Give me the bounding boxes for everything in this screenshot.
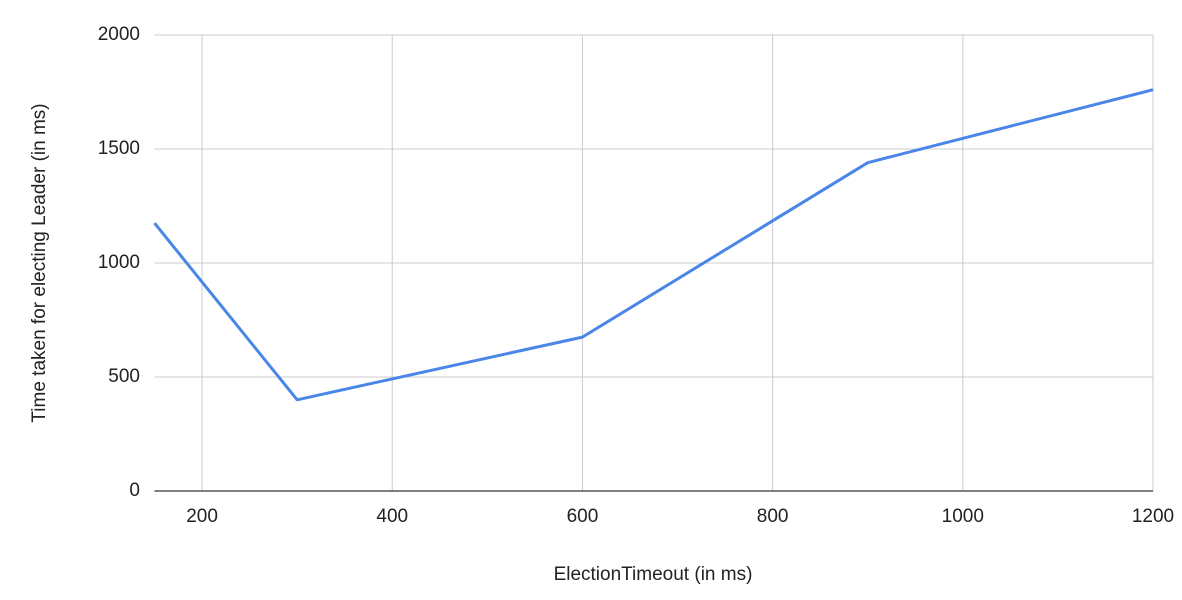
y-tick-label: 1500 — [98, 138, 140, 159]
x-tick-label: 200 — [186, 506, 218, 527]
x-tick-label: 1000 — [942, 506, 984, 527]
x-tick-label: 800 — [757, 506, 789, 527]
y-tick-label: 500 — [108, 366, 140, 387]
x-tick-label: 600 — [567, 506, 599, 527]
x-axis-title: ElectionTimeout (in ms) — [554, 564, 753, 585]
y-tick-label: 0 — [129, 480, 140, 501]
x-tick-label: 1200 — [1132, 506, 1174, 527]
y-axis-title: Time taken for electing Leader (in ms) — [29, 103, 50, 422]
x-tick-label: 400 — [376, 506, 408, 527]
y-tick-label: 2000 — [98, 24, 140, 45]
y-tick-label: 1000 — [98, 252, 140, 273]
data-line — [153, 88, 1154, 402]
